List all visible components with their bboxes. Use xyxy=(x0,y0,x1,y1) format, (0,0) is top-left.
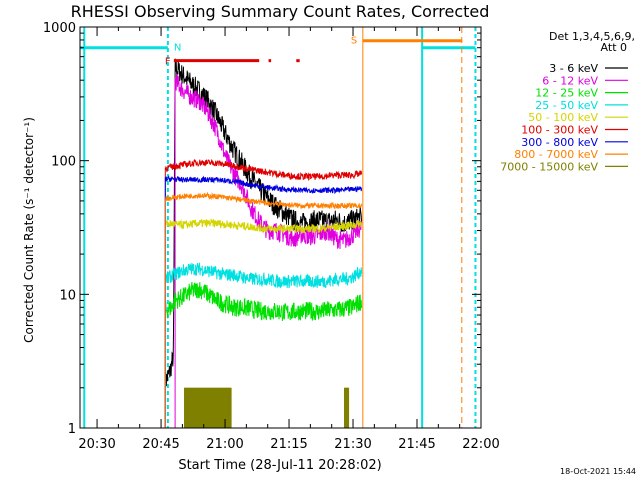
x-tick-label: 22:00 xyxy=(462,437,499,452)
y-tick-label: 1000 xyxy=(43,21,76,36)
series-line xyxy=(164,191,363,428)
x-axis-label: Start Time (28-Jul-11 20:28:02) xyxy=(178,458,381,473)
series-line xyxy=(164,158,363,428)
x-tick-label: 20:30 xyxy=(78,437,115,452)
series-line xyxy=(164,175,363,428)
night-interval-label: N xyxy=(174,43,181,54)
flare-interval-label: F xyxy=(165,57,171,68)
legend-entry-label: 50 - 100 keV xyxy=(528,111,598,124)
legend-entry-label: 300 - 800 keV xyxy=(521,136,598,149)
series-line xyxy=(164,58,363,428)
x-tick-label: 21:00 xyxy=(206,437,243,452)
legend-entry-label: 3 - 6 keV xyxy=(549,62,598,75)
legend-entry-label: 25 - 50 keV xyxy=(535,99,598,112)
series-line xyxy=(164,262,363,428)
legend-entry-label: 6 - 12 keV xyxy=(542,74,598,87)
x-tick-label: 21:15 xyxy=(270,437,307,452)
plot-frame xyxy=(79,26,482,429)
legend-header-attenuator: Att 0 xyxy=(601,41,627,54)
legend-entry-label: 12 - 25 keV xyxy=(535,87,598,100)
generation-timestamp: 18-Oct-2021 15:44 xyxy=(560,467,636,476)
series-line xyxy=(164,281,363,428)
legend-header-detectors: Det 1,3,4,5,6,9, xyxy=(549,30,635,43)
y-axis-label: Corrected Count Rate (s⁻¹ detector⁻¹) xyxy=(22,117,36,343)
x-tick-label: 21:45 xyxy=(398,437,435,452)
saa-interval-label: S xyxy=(351,36,357,47)
x-tick-label: 20:45 xyxy=(142,437,179,452)
series-line xyxy=(174,73,362,428)
legend-entry-label: 7000 - 15000 keV xyxy=(500,160,598,173)
y-axis: 1 10 100 1000 xyxy=(43,21,481,437)
legend-entry-label: 100 - 300 keV xyxy=(521,124,598,137)
x-tick-label: 21:30 xyxy=(334,437,371,452)
legend-entry-label: 800 - 7000 keV xyxy=(514,148,598,161)
y-tick-label: 100 xyxy=(51,155,76,170)
plot-area: N S F xyxy=(80,27,477,428)
chart-title: RHESSI Observing Summary Count Rates, Co… xyxy=(71,2,490,21)
series-line xyxy=(164,218,363,428)
y-tick-label: 10 xyxy=(59,288,76,303)
y-tick-label: 1 xyxy=(68,422,76,437)
x-axis: 20:30 20:45 21:00 21:15 21:30 21:45 22:00 xyxy=(78,27,500,452)
